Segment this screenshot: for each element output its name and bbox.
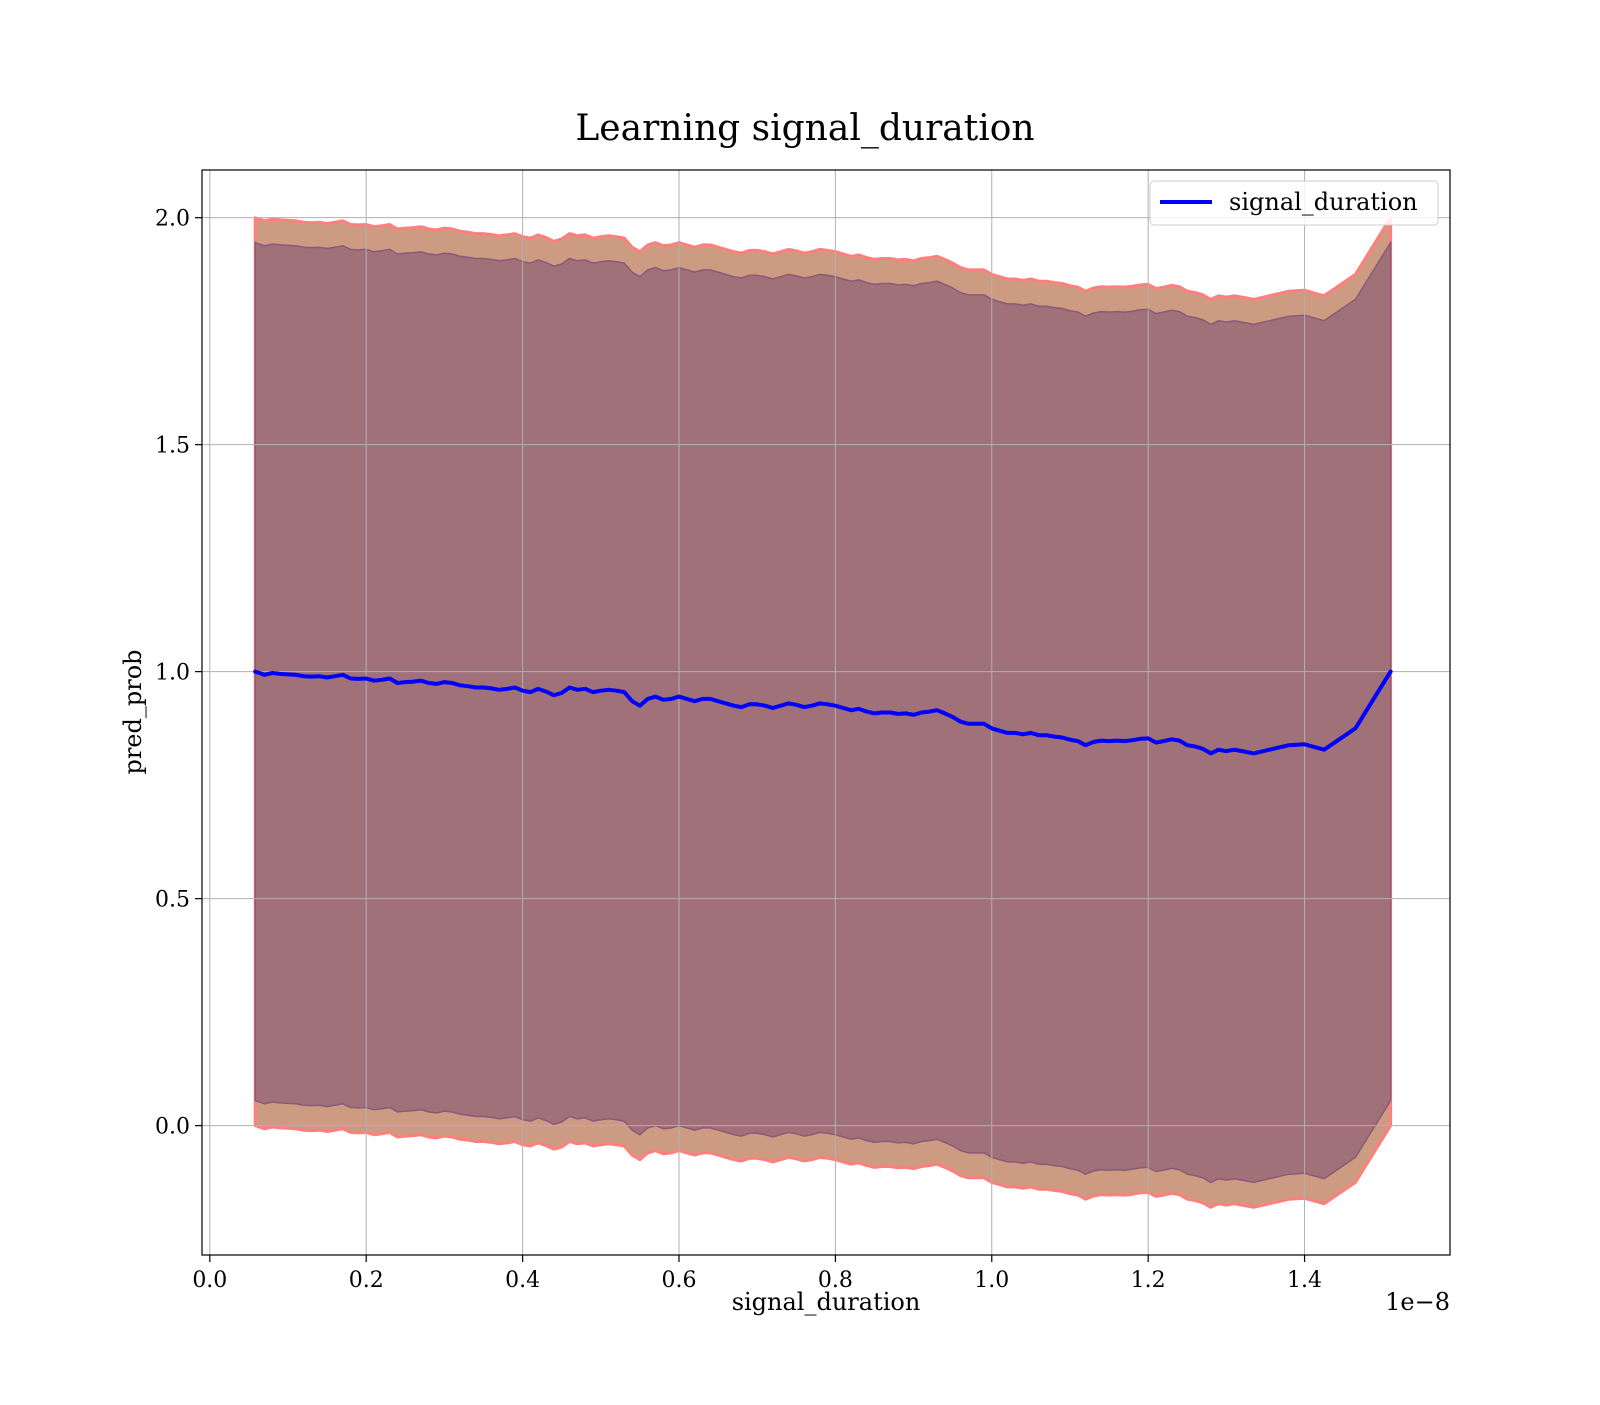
plot-frame	[201, 169, 1451, 1256]
x-tick-label: 1.2	[1131, 1268, 1166, 1293]
y-axis-label: pred_prob	[119, 649, 147, 774]
series-line-signal-duration	[253, 669, 1393, 756]
y-tick-label: 1.0	[155, 661, 190, 686]
inner-confidence-band	[254, 239, 1392, 1184]
x-tick-label: 0.2	[349, 1268, 384, 1293]
y-tick-label: 0.0	[155, 1115, 190, 1140]
y-tick-label: 1.5	[155, 434, 190, 459]
legend-box	[1149, 180, 1439, 226]
x-tick-label: 0.6	[661, 1268, 696, 1293]
x-axis-offset-label: 1e−8	[1385, 1288, 1450, 1316]
legend: signal_duration	[1149, 180, 1439, 226]
grid	[202, 170, 1450, 1255]
x-tick-label: 1.0	[974, 1268, 1009, 1293]
x-tick-label: 0.4	[505, 1268, 540, 1293]
y-tick-label: 0.5	[155, 888, 190, 913]
y-tick-label: 2.0	[155, 207, 190, 232]
y-axis-ticks: 0.0 0.5 1.0 1.5 2.0	[155, 207, 202, 1140]
legend-entry-label: signal_duration	[1229, 188, 1418, 216]
x-axis-label: signal_duration	[732, 1288, 921, 1316]
x-tick-label: 1.4	[1287, 1268, 1322, 1293]
series-lines	[253, 669, 1393, 756]
confidence-bands	[253, 216, 1393, 1209]
chart-title: Learning signal_duration	[575, 108, 1034, 149]
x-tick-label: 0.8	[818, 1268, 853, 1293]
x-tick-label: 0.0	[192, 1268, 227, 1293]
x-axis-ticks: 0.0 0.2 0.4 0.6 0.8 1.0 1.2 1.4	[192, 1255, 1322, 1293]
